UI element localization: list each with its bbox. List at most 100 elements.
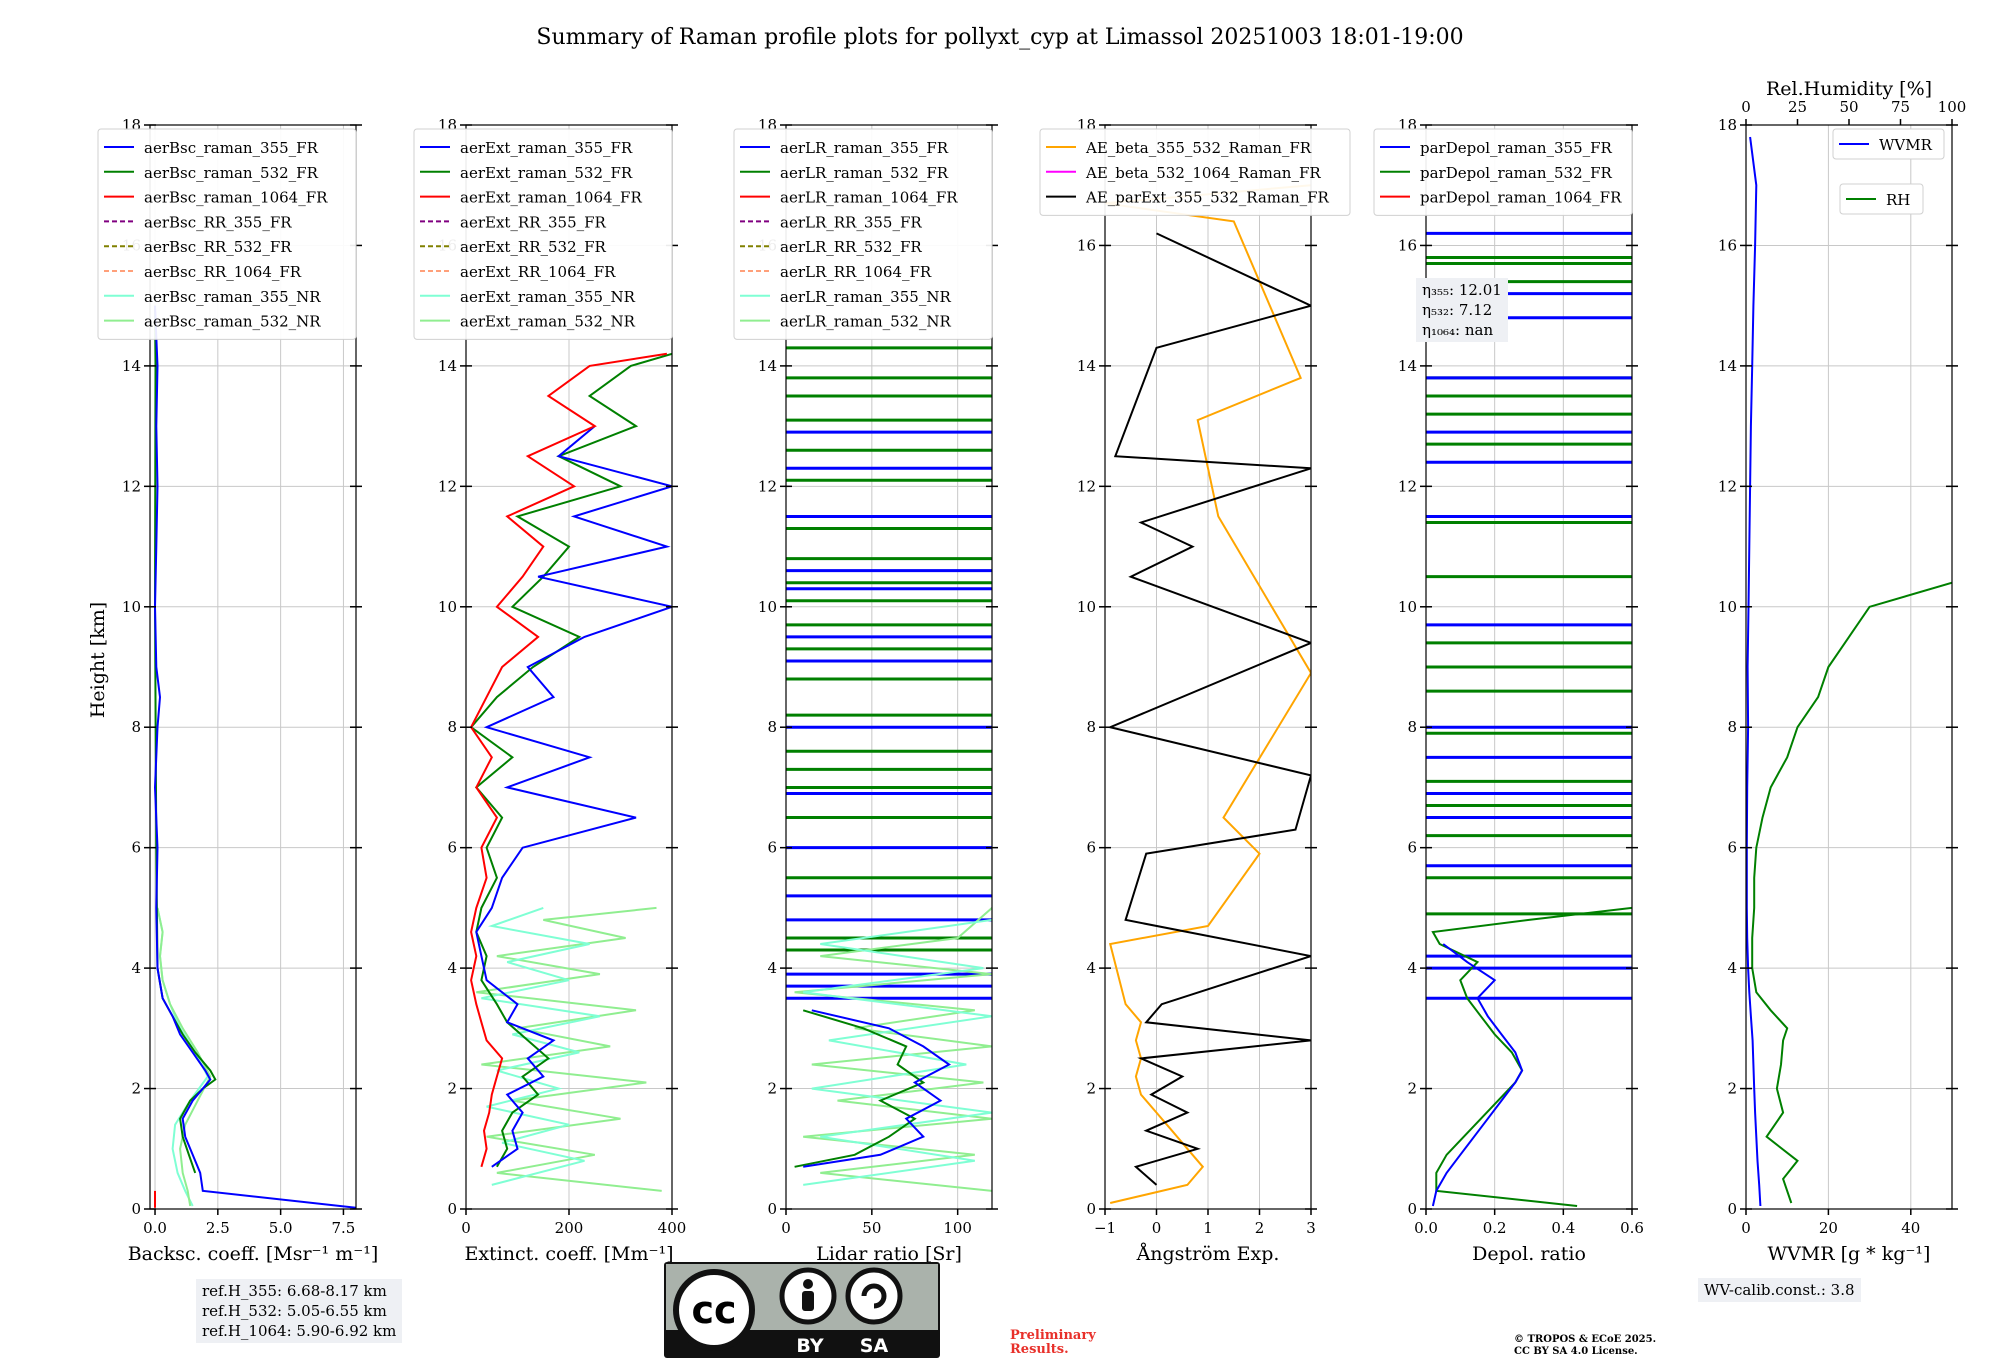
depol-ytick-label-4: 8 <box>1407 718 1417 736</box>
ext-ytick-label-7: 14 <box>438 357 457 375</box>
ae-ytick-label-1: 2 <box>1086 1080 1096 1098</box>
ae-ytick-label-7: 14 <box>1077 357 1096 375</box>
depol-legend-label-0: parDepol_raman_355_FR <box>1420 139 1613 157</box>
ext-ytick-label-0: 0 <box>447 1200 457 1218</box>
wv-ytick-label-8: 16 <box>1718 236 1737 254</box>
cc-text: cc <box>691 1288 736 1332</box>
ext-ytick-label-2: 4 <box>447 959 457 977</box>
bsc-legend-label-7: aerBsc_raman_532_NR <box>144 313 321 331</box>
bsc-legend-label-1: aerBsc_raman_532_FR <box>144 164 319 182</box>
ref-height-1064: ref.H_1064: 5.90-6.92 km <box>202 1322 397 1340</box>
bsc-ytick-label-2: 4 <box>131 959 141 977</box>
bsc-xtick-label-0: 0.0 <box>143 1219 167 1237</box>
ae-xtick-label-0: −1 <box>1094 1219 1116 1237</box>
depol-ytick-label-1: 2 <box>1407 1080 1417 1098</box>
wv-ytick-label-2: 4 <box>1727 959 1737 977</box>
ref-height-532: ref.H_532: 5.05-6.55 km <box>202 1302 387 1320</box>
ae-series-AE_parExt_355_532_Raman_FR <box>1106 232 1311 1186</box>
bsc-frame <box>149 124 357 1210</box>
wv-legend-label-0: WVMR <box>1879 136 1933 154</box>
share-alike-icon <box>845 1267 903 1325</box>
ae-data-layer <box>1105 184 1311 1204</box>
bsc-legend-box <box>97 128 357 340</box>
lr-legend-box <box>733 128 993 340</box>
ext-series-aerExt_raman_1064_FR <box>469 352 668 1168</box>
depol-series-parDepol_raman_355_FR <box>1431 943 1524 1207</box>
wv-ytick-label-9: 18 <box>1718 116 1737 134</box>
ext-ytick-label-4: 8 <box>447 718 457 736</box>
lr-ytick-label-2: 4 <box>767 959 777 977</box>
lr-ytick-label-5: 10 <box>758 598 777 616</box>
bsc-ytick-label-5: 10 <box>122 598 141 616</box>
ext-series-aerExt_raman_532_FR <box>469 352 672 1168</box>
depol-legend: parDepol_raman_355_FR parDepol_raman_532_… <box>1373 128 1633 216</box>
ext-series-aerExt_raman_355_NR <box>481 906 601 1186</box>
ext-legend-label-6: aerExt_raman_355_NR <box>460 288 636 306</box>
wv-series-RH <box>1751 581 1952 1204</box>
bsc-legend-label-0: aerBsc_raman_355_FR <box>144 139 319 157</box>
depol-ytick-label-2: 4 <box>1407 959 1417 977</box>
bsc-xtick-label-2: 5.0 <box>269 1219 293 1237</box>
lr-xlabel: Lidar ratio [Sr] <box>816 1243 962 1265</box>
lr-legend-label-7: aerLR_raman_532_NR <box>780 313 951 331</box>
cc-sa-label: SA <box>860 1335 889 1357</box>
bsc-data-layer <box>153 305 356 1209</box>
wv-data-layer <box>1746 136 1952 1207</box>
preliminary-line-2: Results. <box>1010 1342 1069 1357</box>
depol-data-layer <box>1426 231 1632 1207</box>
ae-xtick-label-2: 1 <box>1203 1219 1213 1237</box>
lr-series-aerLR_raman_355_FR <box>803 1009 952 1168</box>
wv-series-WVMR <box>1746 136 1762 1207</box>
ext-xtick-label-2: 400 <box>658 1219 687 1237</box>
ae-series-AE_beta_355_532_Raman_FR <box>1105 184 1311 1204</box>
lr-ytick-label-4: 8 <box>767 718 777 736</box>
bsc-legend: aerBsc_raman_355_FR aerBsc_raman_532_FRae… <box>97 128 357 340</box>
lr-legend-label-3: aerLR_RR_355_FR <box>780 213 922 231</box>
ae-xlabel: Ångström Exp. <box>1136 1243 1280 1265</box>
wv-legend: WVMR RH <box>1832 128 1945 215</box>
lr-legend: aerLR_raman_355_FR aerLR_raman_532_FR aerL… <box>733 128 993 340</box>
eta-1064: η₁₀₆₄: nan <box>1422 321 1494 339</box>
wv-ytick-label-6: 12 <box>1718 477 1737 495</box>
lr-ytick-label-3: 6 <box>767 839 777 857</box>
ext-legend-label-7: aerExt_raman_532_NR <box>460 313 636 331</box>
wv-x2tick-label-3: 75 <box>1891 98 1910 116</box>
depol-ytick-label-3: 6 <box>1407 839 1417 857</box>
lr-ytick-label-1: 2 <box>767 1080 777 1098</box>
ae-ytick-label-2: 4 <box>1086 959 1096 977</box>
bsc-ytick-label-3: 6 <box>131 839 141 857</box>
ae-xtick-label-4: 3 <box>1306 1219 1316 1237</box>
ext-legend: aerExt_raman_355_FR aerExt_raman_532_FRae… <box>413 128 673 340</box>
cc-by-label: BY <box>796 1335 823 1357</box>
ext-legend-label-0: aerExt_raman_355_FR <box>460 139 633 157</box>
ext-legend-label-5: aerExt_RR_1064_FR <box>460 263 616 281</box>
ae-legend: AE_beta_355_532_Raman_FR AE_beta_532_1064… <box>1039 128 1351 216</box>
wv-x2tick-label-1: 25 <box>1788 98 1807 116</box>
depol-ytick-label-0: 0 <box>1407 1200 1417 1218</box>
attribution-icon-body <box>802 1291 814 1311</box>
copyright-note: © TROPOS & ECoE 2025. CC BY SA 4.0 Licen… <box>1514 1334 1656 1358</box>
lr-legend-label-2: aerLR_raman_1064_FR <box>780 189 958 207</box>
ext-legend-label-4: aerExt_RR_532_FR <box>460 238 607 256</box>
depol-frame <box>1425 124 1633 1210</box>
lr-xtick-label-0: 0 <box>781 1219 791 1237</box>
wv-xlabel: WVMR [g * kg⁻¹] <box>1768 1243 1931 1265</box>
wv-xtick-label-2: 40 <box>1901 1219 1920 1237</box>
depol-legend-label-2: parDepol_raman_1064_FR <box>1420 189 1622 207</box>
depol-xtick-label-0: 0.0 <box>1414 1219 1438 1237</box>
ae-xtick-label-1: 0 <box>1152 1219 1162 1237</box>
ae-legend-box <box>1039 128 1351 216</box>
bsc-ytick-label-1: 2 <box>131 1080 141 1098</box>
bsc-xtick-label-3: 7.5 <box>332 1219 356 1237</box>
ae-ytick-label-8: 16 <box>1077 236 1096 254</box>
eta-532: η₅₃₂: 7.12 <box>1422 301 1493 319</box>
lidar-ratio-eta-box: η₃₅₅: 12.01 η₅₃₂: 7.12 η₁₀₆₄: nan <box>1416 278 1508 342</box>
preliminary-line-1: Preliminary <box>1010 1328 1096 1343</box>
depol-legend-label-1: parDepol_raman_532_FR <box>1420 164 1613 182</box>
depol-ytick-label-5: 10 <box>1398 598 1417 616</box>
depol-xlabel: Depol. ratio <box>1472 1243 1586 1265</box>
reference-height-box: ref.H_355: 6.68-8.17 km ref.H_532: 5.05-… <box>196 1279 403 1343</box>
wv-x2tick-label-0: 0 <box>1741 98 1751 116</box>
